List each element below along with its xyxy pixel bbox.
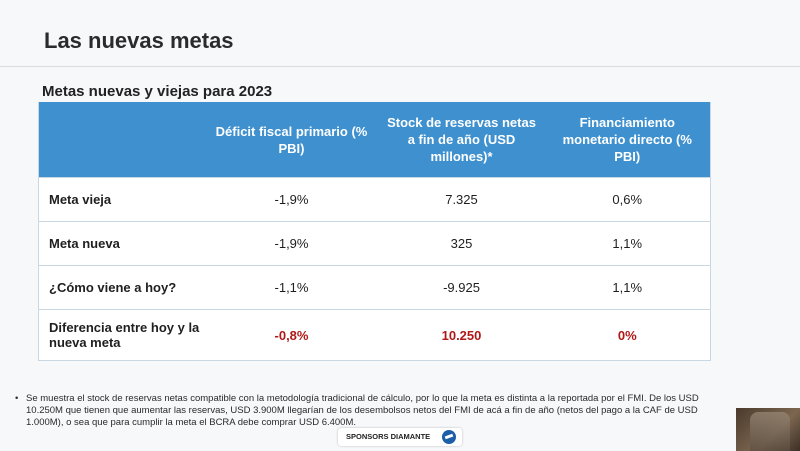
cell-fiscal-deficit: -0,8% [204, 309, 379, 361]
sponsor-badge: SPONSORS DIAMANTE [338, 428, 462, 446]
cell-monetary-financing: 1,1% [544, 265, 711, 310]
sponsor-logo-icon [442, 430, 456, 444]
table-row-difference: Diferencia entre hoy y la nueva meta -0,… [38, 309, 711, 361]
table-subtitle: Metas nuevas y viejas para 2023 [42, 83, 273, 100]
row-label: Meta vieja [38, 177, 205, 222]
cell-fiscal-deficit: -1,9% [204, 221, 379, 266]
goals-table: Déficit fiscal primario (% PBI) Stock de… [38, 102, 711, 361]
header-fiscal-deficit: Déficit fiscal primario (% PBI) [204, 102, 379, 178]
slide-title: Las nuevas metas [44, 28, 234, 53]
footnote: • Se muestra el stock de reservas netas … [15, 393, 726, 429]
table-row-current: ¿Cómo viene a hoy? -1,1% -9.925 1,1% [38, 265, 711, 310]
header-monetary-financing: Financiamiento monetario directo (% PBI) [544, 102, 711, 178]
cell-monetary-financing: 0% [544, 309, 711, 361]
footnote-bullet: • [15, 393, 19, 404]
row-label: ¿Cómo viene a hoy? [38, 265, 205, 310]
header-reserves-stock: Stock de reservas netas a fin de año (US… [378, 102, 545, 178]
row-label: Diferencia entre hoy y la nueva meta [38, 309, 205, 361]
header-empty [38, 102, 205, 178]
webcam-thumbnail [736, 408, 800, 451]
table-header-row: Déficit fiscal primario (% PBI) Stock de… [38, 102, 711, 178]
table-row-old-goal: Meta vieja -1,9% 7.325 0,6% [38, 177, 711, 222]
cell-reserves-stock: -9.925 [378, 265, 545, 310]
footnote-text: Se muestra el stock de reservas netas co… [26, 393, 699, 428]
cell-monetary-financing: 0,6% [544, 177, 711, 222]
cell-fiscal-deficit: -1,1% [204, 265, 379, 310]
cell-reserves-stock: 7.325 [378, 177, 545, 222]
cell-reserves-stock: 10.250 [378, 309, 545, 361]
row-label: Meta nueva [38, 221, 205, 266]
cell-reserves-stock: 325 [378, 221, 545, 266]
cell-fiscal-deficit: -1,9% [204, 177, 379, 222]
table-row-new-goal: Meta nueva -1,9% 325 1,1% [38, 221, 711, 266]
cell-monetary-financing: 1,1% [544, 221, 711, 266]
sponsor-label: SPONSORS DIAMANTE [346, 432, 431, 441]
title-divider [0, 66, 800, 67]
